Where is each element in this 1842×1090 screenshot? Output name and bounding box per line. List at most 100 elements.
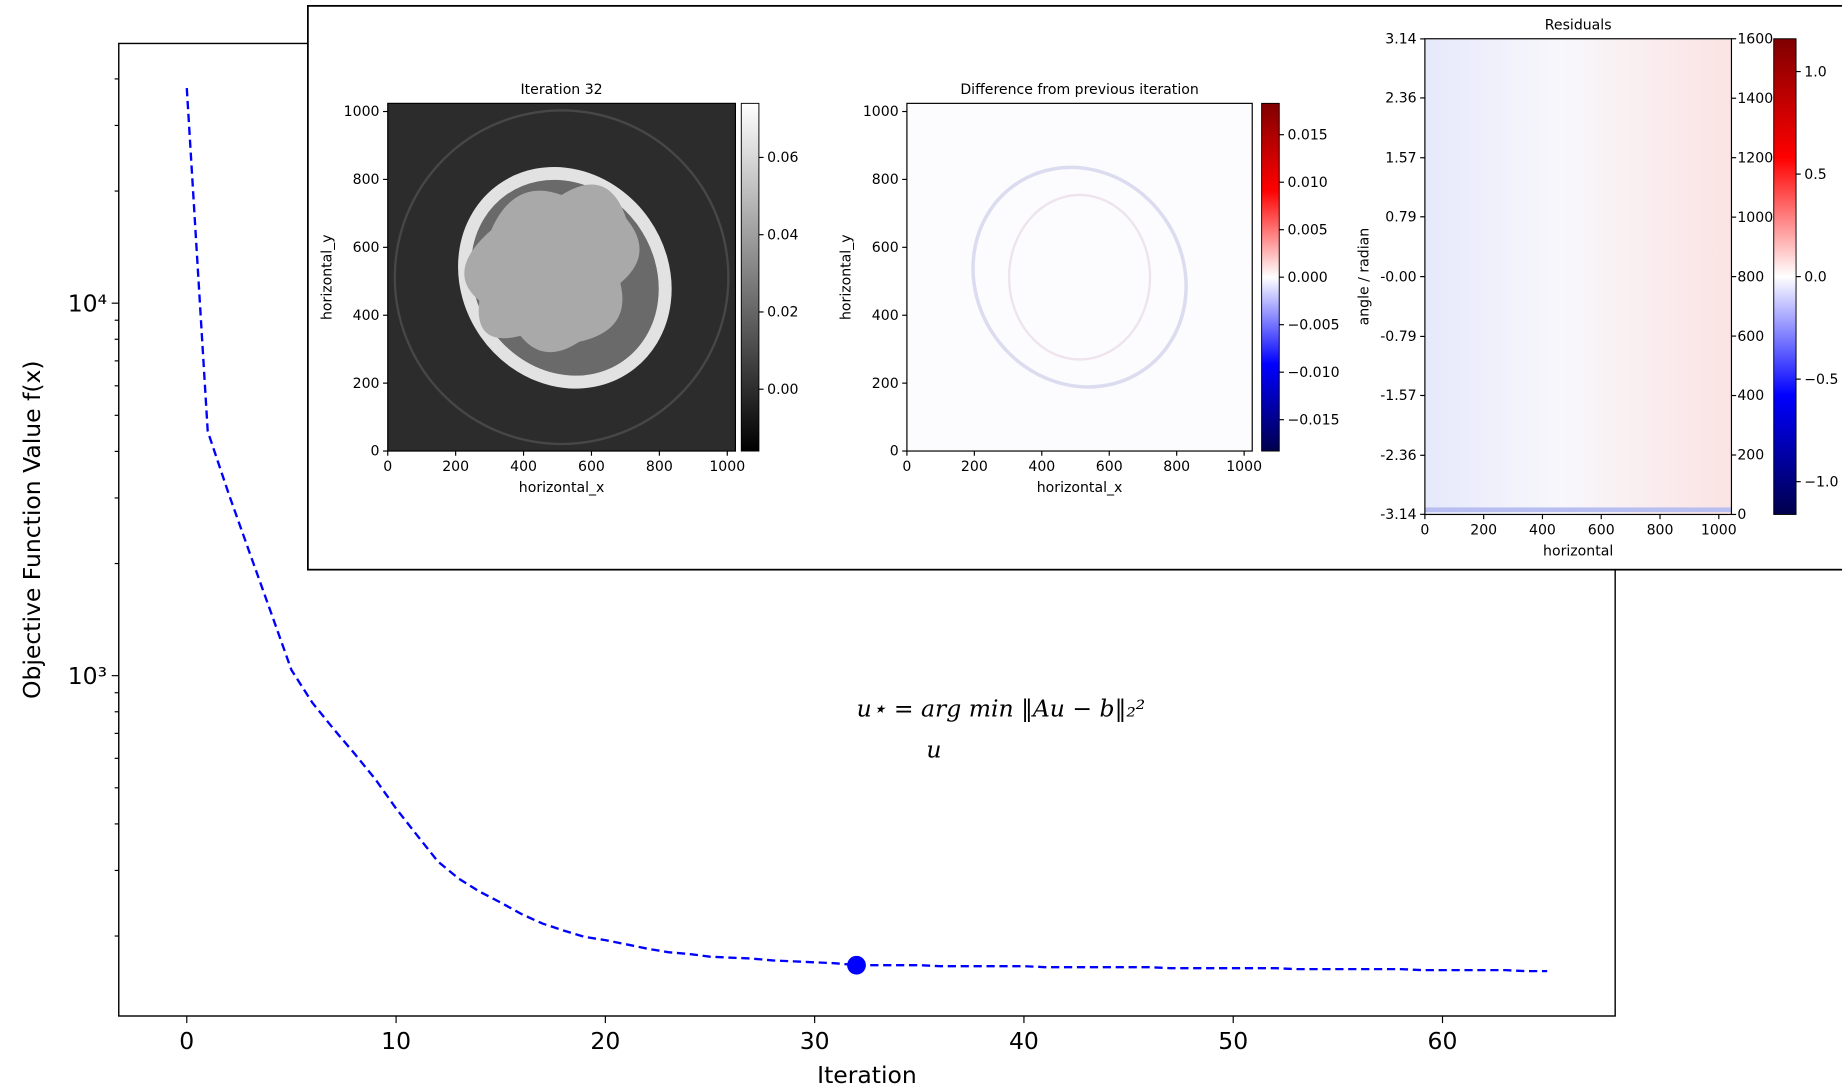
colorbar-tick-label: 0.015 [1287, 127, 1327, 143]
y-tick-label: 10³ [68, 662, 107, 690]
y-axis-label: Objective Function Value f(x) [18, 360, 46, 699]
y-tick-label: 400 [353, 308, 380, 324]
image [1424, 38, 1732, 515]
y2-tick-label: 1200 [1737, 150, 1773, 166]
y-tick-label: 600 [353, 240, 380, 256]
x-tick-label: 800 [1163, 459, 1190, 475]
image [906, 103, 1253, 452]
y-tick-label: 1.57 [1385, 150, 1416, 166]
y2-tick-label: 800 [1737, 269, 1764, 285]
x-tick-label: 400 [1028, 459, 1055, 475]
colorbar-tick-label: 0.005 [1287, 222, 1327, 238]
highlight-point [847, 955, 866, 975]
equation-subscript: u [926, 736, 941, 764]
x-tick-label: 0 [383, 459, 392, 475]
y-tick-label: 200 [353, 376, 380, 392]
equation: u⋆ = arg min ‖Au − b‖₂² [857, 694, 1146, 723]
y-axis-label: horizontal_y [839, 234, 855, 320]
x-tick-label: 60 [1428, 1027, 1458, 1055]
y-tick-label: 10⁴ [68, 289, 107, 317]
x-tick-label: 600 [1588, 522, 1615, 538]
colorbar-tick-label: 0.5 [1804, 167, 1826, 183]
y2-tick-label: 200 [1737, 448, 1764, 464]
x-tick-label: 20 [590, 1027, 620, 1055]
x-tick-label: 0 [179, 1027, 194, 1055]
x-tick-label: 200 [1470, 522, 1497, 538]
x-axis-label: horizontal_x [1037, 480, 1123, 496]
y-tick-label: 3.14 [1385, 32, 1416, 48]
main-chart: 0 10 20 30 40 50 60 10³ 10⁴ Iteration Objective Fu… [18, 42, 1616, 1089]
y-tick-label: 200 [872, 376, 899, 392]
x-tick-label: 600 [1096, 459, 1123, 475]
x-tick-label: 30 [800, 1027, 830, 1055]
colorbar [1773, 38, 1797, 515]
x-tick-label: 400 [1529, 522, 1556, 538]
image-ring [393, 109, 730, 446]
x-tick-label: 800 [646, 459, 673, 475]
colorbar-tick-label: −0.5 [1804, 372, 1838, 388]
panel-title: Iteration 32 [521, 82, 603, 98]
colorbar-tick-label: −0.010 [1287, 365, 1339, 381]
colorbar-tick-label: 1.0 [1804, 64, 1826, 80]
y2-tick-label: 1000 [1737, 210, 1773, 226]
y-tick-label: 2.36 [1385, 91, 1416, 107]
colorbar-tick-label: 0.000 [1287, 270, 1327, 286]
x-axis-label: Iteration [817, 1061, 917, 1089]
x-tick-label: 400 [510, 459, 537, 475]
y-axis-label: angle / radian [1357, 228, 1373, 326]
image-frame [387, 102, 737, 452]
y-tick-label: 400 [872, 308, 899, 324]
image-outline [1007, 193, 1152, 361]
y-tick-label: 600 [872, 240, 899, 256]
y2-tick-label: 1600 [1737, 31, 1773, 47]
x-tick-label: 1000 [709, 459, 745, 475]
image-frame [906, 102, 1253, 452]
y-tick-label: 800 [872, 172, 899, 188]
y-tick-label: 0 [890, 444, 899, 460]
y-axis-label: horizontal_y [319, 234, 335, 320]
colorbar [740, 102, 760, 452]
x-tick-label: 40 [1009, 1027, 1039, 1055]
y2-tick-label: 400 [1737, 388, 1764, 404]
colorbar-tick-label: −0.005 [1287, 317, 1339, 333]
y-tick-label: 1000 [863, 104, 899, 120]
y-tick-label: 0 [371, 444, 380, 460]
panel-title: Difference from previous iteration [960, 82, 1198, 98]
colorbar-tick-label: 0.06 [767, 150, 798, 166]
y-tick-label: -0.79 [1380, 329, 1416, 345]
image-outline [971, 165, 1188, 389]
y2-tick-label: 1400 [1737, 91, 1773, 107]
y-tick-label: -3.14 [1380, 507, 1416, 523]
y-tick-label: 0.79 [1385, 209, 1416, 225]
inset: 0 200 400 600 800 100002004006008001000Iterat… [306, 4, 1842, 571]
colorbar-tick-label: 0.0 [1804, 269, 1826, 285]
x-tick-label: 200 [442, 459, 469, 475]
colorbar-tick-label: 0.04 [767, 227, 798, 243]
colorbar-tick-label: −0.015 [1287, 412, 1339, 428]
colorbar-tick-label: 0.02 [767, 305, 798, 321]
y2-tick-label: 0 [1737, 507, 1746, 523]
y-tick-label: 800 [353, 172, 380, 188]
y-tick-label: -0.00 [1380, 269, 1416, 285]
y-tick-label: -2.36 [1380, 448, 1416, 464]
image-band [1424, 507, 1732, 513]
colorbar [1261, 102, 1280, 452]
colorbar-tick-label: 0.00 [767, 382, 798, 398]
y2-tick-label: 600 [1737, 329, 1764, 345]
x-tick-label: 0 [902, 459, 911, 475]
y-tick-label: 1000 [344, 104, 380, 120]
colorbar-tick-label: −1.0 [1804, 474, 1838, 490]
x-tick-label: 200 [961, 459, 988, 475]
colorbar-tick-label: 0.010 [1287, 175, 1327, 191]
x-tick-label: 800 [1647, 522, 1674, 538]
x-tick-label: 1000 [1701, 522, 1737, 538]
y-tick-label: -1.57 [1380, 388, 1416, 404]
x-tick-label: 10 [381, 1027, 411, 1055]
x-tick-label: 50 [1218, 1027, 1248, 1055]
image-brain [464, 184, 640, 353]
x-tick-label: 0 [1420, 522, 1429, 538]
panel-title: Residuals [1545, 17, 1612, 33]
x-tick-label: 1000 [1226, 459, 1262, 475]
